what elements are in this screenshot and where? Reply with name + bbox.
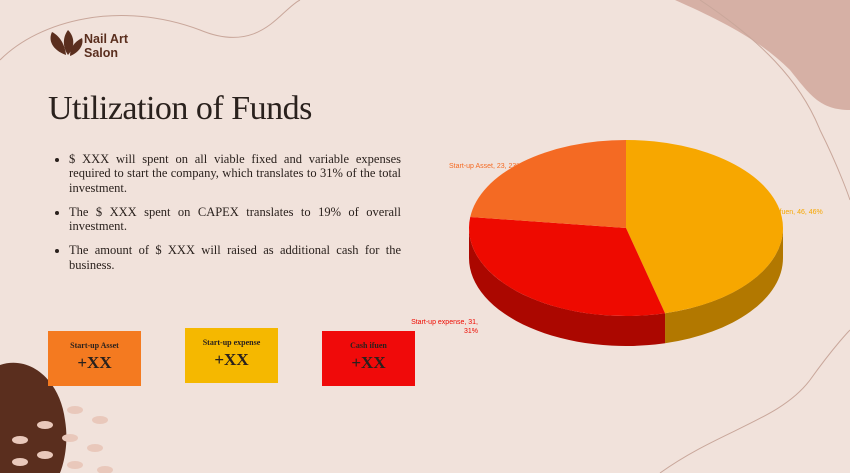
card-value: +XX xyxy=(77,353,112,372)
logo-text: Nail Art Salon xyxy=(84,32,128,60)
bullet: $ XXX will spent on all viable fixed and… xyxy=(69,152,401,195)
card-title: Start-up expense xyxy=(202,338,261,347)
card: Start-up Asset +XX xyxy=(48,331,141,386)
pie-slice xyxy=(469,216,666,316)
card-value: +XX xyxy=(351,353,386,372)
bullet: The amount of $ XXX will raised as addit… xyxy=(69,243,401,272)
data-label: Start-up Asset, 23, 23% xyxy=(449,163,523,170)
pie-slice-side xyxy=(665,228,783,344)
card: Start-up expense +XX xyxy=(185,328,278,383)
bullet: The $ XXX spent on CAPEX translates to 1… xyxy=(69,205,401,234)
card: Cash ifuen +XX xyxy=(322,331,415,386)
card-title: Start-up Asset xyxy=(70,341,119,350)
data-label: ifuen, 46, 46% xyxy=(778,209,823,216)
pie-slice-side xyxy=(469,228,666,346)
slide-title: Utilization of Funds xyxy=(48,90,312,127)
card-title: Cash ifuen xyxy=(350,341,387,350)
bullet-list: $ XXX will spent on all viable fixed and… xyxy=(57,152,401,282)
data-label: Start-up expense, 31, 31% xyxy=(411,319,478,335)
pie-slice xyxy=(470,140,626,228)
pie-slice xyxy=(626,140,784,314)
card-value: +XX xyxy=(214,350,249,369)
